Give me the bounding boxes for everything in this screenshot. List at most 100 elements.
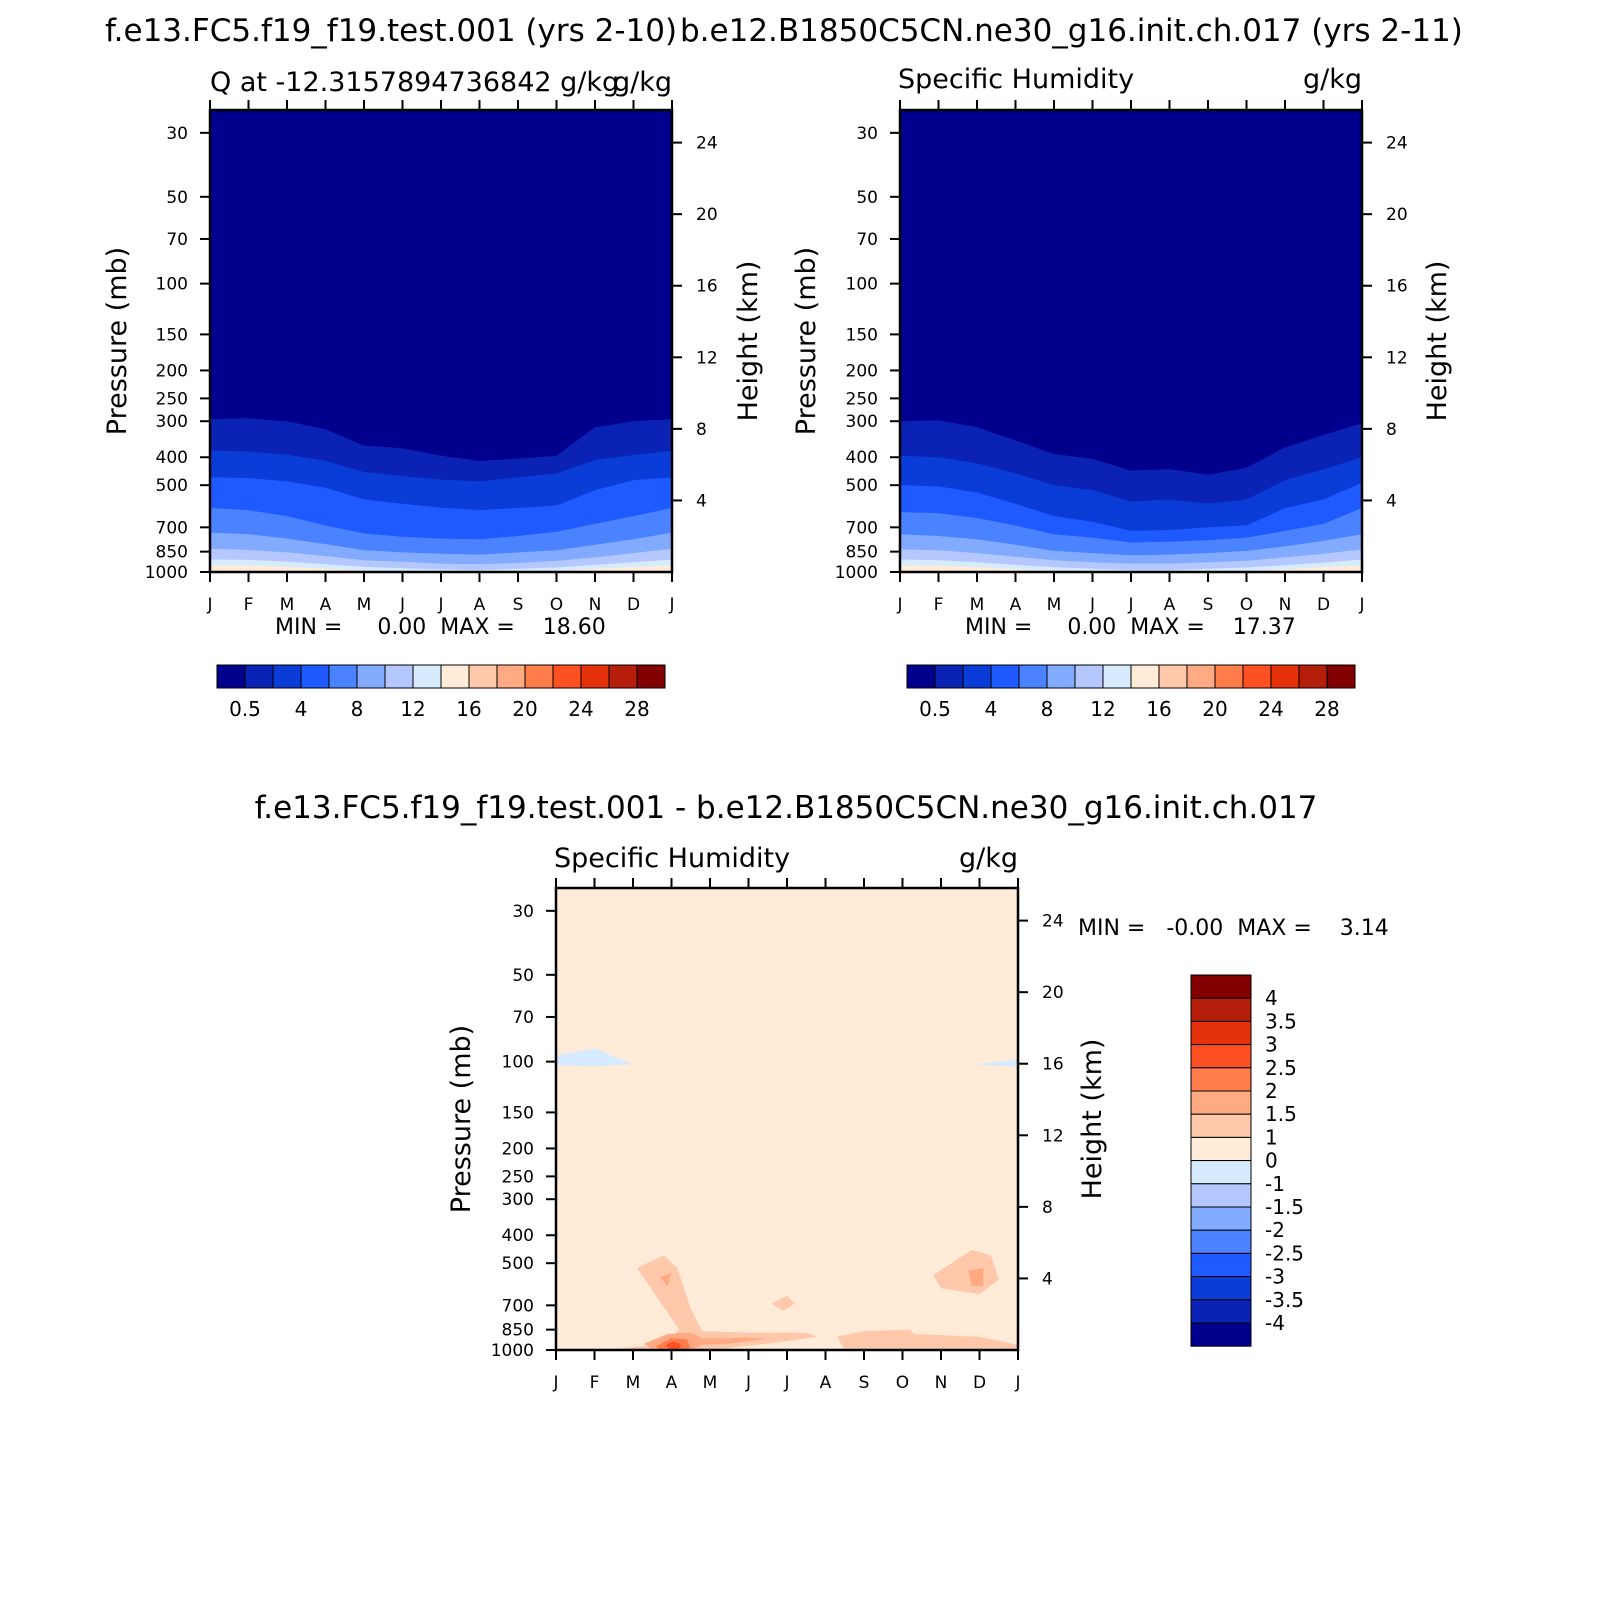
colorbar-swatch xyxy=(1190,974,1252,999)
colorbar-swatch xyxy=(1190,1206,1252,1231)
x-tick-label: A xyxy=(1164,595,1176,615)
panel-difference: f.e13.FC5.f19_f19.test.001 - b.e12.B1850… xyxy=(255,790,1389,1393)
y-tick-label: 30 xyxy=(856,124,878,144)
y2-tick-label: 12 xyxy=(1386,348,1408,368)
x-tick-label: S xyxy=(1203,595,1214,615)
x-tick-label: S xyxy=(859,1373,870,1393)
x-tick-label: D xyxy=(1317,595,1330,615)
colorbar-swatch xyxy=(1046,664,1076,689)
colorbar-label: 12 xyxy=(400,697,425,721)
y2-tick-label: 16 xyxy=(1386,277,1408,297)
x-tick-label: N xyxy=(589,595,602,615)
x-tick-label: J xyxy=(1127,595,1133,615)
colorbar-swatch xyxy=(1270,664,1300,689)
x-tick-label: F xyxy=(590,1373,600,1393)
x-tick-label: J xyxy=(552,1373,558,1393)
colorbar-label: 1.5 xyxy=(1265,1102,1297,1126)
y2-tick-label: 24 xyxy=(1386,134,1408,154)
panel-1-subtitle-left: Q at -12.3157894736842 g/kg xyxy=(210,67,619,98)
contour-band xyxy=(210,565,672,572)
panel-2-title: b.e12.B1850C5CN.ne30_g16.init.ch.017 (yr… xyxy=(680,13,1463,49)
contour-region xyxy=(771,1296,795,1311)
colorbar-swatch xyxy=(934,664,964,689)
colorbar-swatch xyxy=(552,664,582,689)
x-tick-label: J xyxy=(783,1373,789,1393)
x-tick-label: J xyxy=(1358,595,1364,615)
colorbar-swatch xyxy=(328,664,358,689)
x-tick-label: O xyxy=(1240,595,1253,615)
panel-3-y2-axis-label: Height (km) xyxy=(1077,1039,1108,1200)
y2-tick-label: 20 xyxy=(696,205,718,225)
y-tick-label: 100 xyxy=(846,275,878,295)
panel-3-y-axis-label: Pressure (mb) xyxy=(446,1025,477,1213)
x-tick-label: J xyxy=(1089,595,1095,615)
colorbar-swatch xyxy=(384,664,414,689)
y2-tick-label: 16 xyxy=(1042,1055,1064,1075)
y-tick-label: 400 xyxy=(156,448,188,468)
colorbar-swatch xyxy=(1074,664,1104,689)
y-tick-label: 70 xyxy=(856,230,878,250)
colorbar-swatch xyxy=(1190,1276,1252,1301)
panel-control: b.e12.B1850C5CN.ne30_g16.init.ch.017 (yr… xyxy=(680,13,1463,721)
y-tick-label: 850 xyxy=(156,543,188,563)
colorbar-label: 20 xyxy=(512,697,537,721)
colorbar-label: 3 xyxy=(1265,1033,1278,1057)
colorbar-swatch xyxy=(1214,664,1244,689)
x-tick-label: A xyxy=(666,1373,678,1393)
colorbar-label: 4 xyxy=(1265,986,1278,1010)
contour-band xyxy=(900,565,1362,572)
y2-tick-label: 8 xyxy=(1386,420,1397,440)
contour-region xyxy=(968,1268,984,1286)
y2-tick-label: 8 xyxy=(1042,1198,1053,1218)
colorbar-label: -2 xyxy=(1265,1218,1285,1242)
x-tick-label: J xyxy=(206,595,212,615)
y-tick-label: 200 xyxy=(156,361,188,381)
panel-3-subtitle-right: g/kg xyxy=(959,843,1018,874)
panel-1-plot-area xyxy=(210,110,672,572)
x-tick-label: M xyxy=(703,1373,718,1393)
x-tick-label: M xyxy=(970,595,985,615)
colorbar-swatch xyxy=(440,664,470,689)
panel-2-y2-ticks: 24 20 16 12 8 4 xyxy=(1362,134,1408,511)
colorbar-label: 8 xyxy=(351,697,364,721)
panel-1-subtitle-right: g/kg xyxy=(613,67,672,98)
y-tick-label: 50 xyxy=(166,188,188,208)
y-tick-label: 700 xyxy=(846,518,878,538)
colorbar-swatch xyxy=(1190,1090,1252,1115)
panel-1-y-axis-label: Pressure (mb) xyxy=(102,247,133,435)
y-tick-label: 1000 xyxy=(145,563,188,583)
colorbar-label: -3.5 xyxy=(1265,1288,1304,1312)
x-tick-label: O xyxy=(896,1373,909,1393)
colorbar-label: -4 xyxy=(1265,1311,1285,1335)
colorbar-swatch xyxy=(1130,664,1160,689)
colorbar-swatch xyxy=(1190,1229,1252,1254)
x-tick-label: D xyxy=(973,1373,986,1393)
y2-tick-label: 24 xyxy=(1042,912,1064,932)
contour-region xyxy=(556,1048,633,1067)
y-tick-label: 850 xyxy=(502,1321,534,1341)
panel-1-title: f.e13.FC5.f19_f19.test.001 (yrs 2-10) xyxy=(105,13,677,49)
y2-tick-label: 4 xyxy=(1042,1269,1053,1289)
colorbar-label: -1 xyxy=(1265,1172,1285,1196)
y-tick-label: 300 xyxy=(156,412,188,432)
y2-tick-label: 16 xyxy=(696,277,718,297)
y-tick-label: 500 xyxy=(846,476,878,496)
colorbar-swatch xyxy=(580,664,610,689)
colorbar-label: -1.5 xyxy=(1265,1195,1304,1219)
colorbar-swatch xyxy=(300,664,330,689)
y-tick-label: 1000 xyxy=(835,563,878,583)
x-tick-label: O xyxy=(550,595,563,615)
colorbar-swatch xyxy=(1190,1252,1252,1278)
colorbar-swatch xyxy=(272,664,302,689)
x-tick-label: A xyxy=(1010,595,1022,615)
y-tick-label: 700 xyxy=(156,518,188,538)
y-tick-label: 50 xyxy=(856,188,878,208)
colorbar-label: 24 xyxy=(1258,697,1283,721)
y2-tick-label: 20 xyxy=(1042,983,1064,1003)
contour-region xyxy=(665,1341,682,1350)
panel-2-y2-axis-label: Height (km) xyxy=(1422,261,1453,422)
colorbar-label: -3 xyxy=(1265,1265,1285,1289)
y-tick-label: 200 xyxy=(846,361,878,381)
